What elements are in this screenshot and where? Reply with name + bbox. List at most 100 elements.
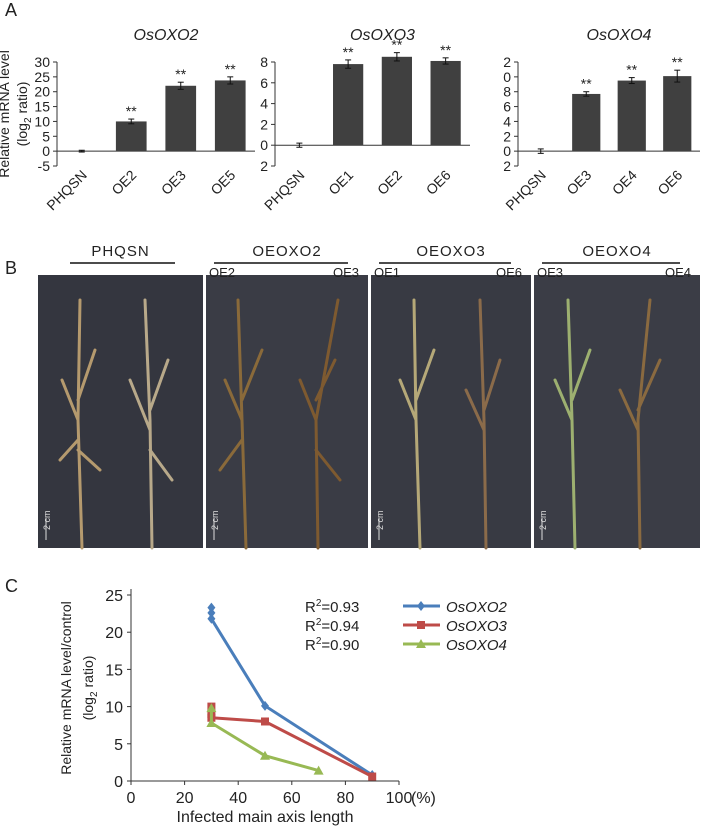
scale-bar-label: 2 cm	[538, 510, 548, 530]
chart-title: OsOXO3	[350, 27, 415, 44]
bar	[572, 93, 601, 152]
point	[260, 750, 270, 760]
r-squared: R2=0.93	[305, 598, 359, 616]
x-tick-label: OE1	[325, 167, 356, 198]
line	[209, 708, 320, 773]
y-tick-label: 5	[42, 128, 50, 144]
bar	[214, 80, 246, 152]
x-tick-label: OE4	[609, 167, 640, 198]
point	[261, 717, 269, 726]
r-squared: R2=0.94	[305, 617, 359, 635]
x-tick-label: OE2	[374, 167, 405, 198]
y-tick-label: 4	[503, 113, 511, 129]
point	[368, 772, 377, 781]
significance: **	[225, 61, 236, 77]
y-tick-label: 6	[503, 99, 511, 115]
y-tick-label: 0	[42, 143, 50, 159]
x-tick-label: OE6	[423, 167, 454, 198]
y-tick-label: 15	[34, 99, 50, 115]
line	[209, 706, 373, 778]
significance: **	[391, 37, 402, 53]
scale-bar-label: 2 cm	[210, 510, 220, 530]
photo	[38, 275, 203, 548]
x-axis-label: Infected main axis length	[177, 809, 354, 826]
panel-label: A	[5, 0, 17, 20]
line-label: OE2	[209, 265, 235, 280]
annotation-part: R	[305, 637, 316, 654]
label-part: (log	[14, 123, 30, 146]
label-part: (log	[80, 697, 96, 720]
panicles	[58, 298, 662, 550]
legend-label: OsOXO2	[446, 599, 508, 616]
chart-title: OsOXO4	[587, 27, 652, 44]
y-tick-label: 2	[503, 54, 511, 70]
y-tick-label: 8	[503, 84, 511, 100]
bar	[333, 64, 364, 146]
line-label: OE3	[333, 265, 359, 280]
y-tick-label: 0	[503, 69, 511, 85]
label-subscript: 2	[23, 117, 34, 123]
legend-label: OsOXO3	[446, 618, 508, 635]
y-tick-label: 2	[260, 116, 268, 132]
significance: **	[175, 66, 186, 82]
x-tick-label: OE3	[563, 167, 594, 198]
y-axis-label: Relative mRNA level(log2 ratio)	[0, 50, 34, 178]
label-part: ratio)	[14, 82, 30, 114]
bar	[165, 85, 197, 152]
y-axis-label-line: Relative mRNA level	[0, 50, 12, 178]
y-axis-label: Relative mRNA level/control (log2 ratio)	[58, 601, 100, 775]
line-label: OE3	[537, 265, 563, 280]
r-squared: R2=0.90	[305, 636, 359, 654]
label-subscript: 2	[89, 691, 100, 697]
significance: **	[126, 103, 137, 119]
group-label: OEOXO2	[252, 243, 321, 260]
y-tick-label: 8	[260, 54, 268, 70]
y-tick-label: 2	[503, 128, 511, 144]
point	[313, 765, 324, 775]
panel-label: B	[5, 258, 17, 278]
y-tick-label: 10	[34, 113, 50, 129]
y-tick-label: 0	[503, 143, 511, 159]
y-tick-label: 6	[260, 75, 268, 91]
y-tick-label: 15	[105, 662, 123, 679]
annotation-superscript: 2	[316, 598, 322, 609]
x-tick-label: OE3	[158, 167, 189, 198]
legend-marker	[417, 601, 425, 611]
photo	[371, 275, 531, 548]
y-tick-label: 2	[260, 158, 268, 174]
panel-label: C	[5, 576, 18, 596]
x-tick-label: 20	[176, 790, 194, 807]
group-label: OEOXO3	[416, 243, 485, 260]
bar	[430, 60, 461, 146]
significance: **	[343, 44, 354, 60]
photo	[206, 275, 368, 548]
photo-panel	[38, 275, 700, 550]
y-tick-label: 0	[260, 137, 268, 153]
annotation-part: =0.93	[321, 599, 359, 616]
line-label: OE4	[665, 265, 691, 280]
y-tick-label: 20	[34, 84, 50, 100]
annotation-part: =0.90	[321, 637, 359, 654]
significance: **	[672, 54, 683, 70]
y-axis-label-line: Relative mRNA level/control	[58, 601, 74, 775]
legend-marker	[417, 621, 425, 629]
y-tick-label: 10	[105, 700, 123, 717]
photo	[534, 275, 700, 548]
y-tick-label: 5	[114, 737, 123, 754]
point	[261, 700, 269, 711]
y-axis-label-line: (log2 ratio)	[14, 82, 34, 147]
annotation-part: =0.94	[321, 618, 359, 635]
x-tick-label: 80	[337, 790, 355, 807]
x-tick-label: 0	[127, 790, 136, 807]
annotation-superscript: 2	[316, 636, 322, 647]
x-tick-label: OE2	[108, 167, 139, 198]
y-tick-label: 25	[34, 69, 50, 85]
y-tick-label: -5	[38, 158, 51, 174]
x-tick-label: 100	[386, 790, 413, 807]
x-unit: (%)	[411, 790, 436, 807]
scale-bar-label: 2 cm	[42, 510, 52, 530]
y-tick-label: 25	[105, 588, 123, 605]
bar	[115, 121, 147, 152]
point	[206, 717, 217, 727]
